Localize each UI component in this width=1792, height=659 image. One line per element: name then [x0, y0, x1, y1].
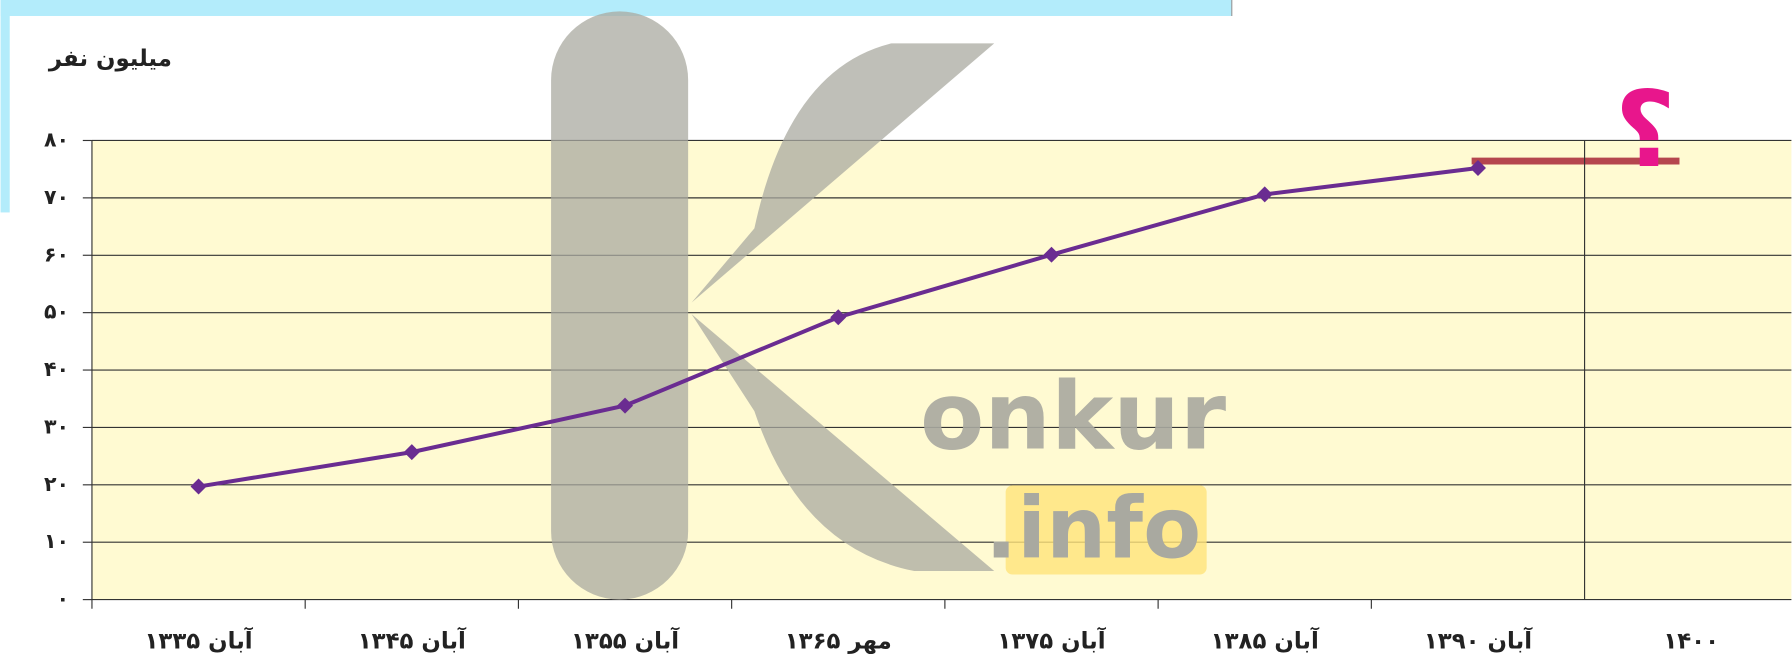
x-tick-label: آبان ۱۳۳۵: [144, 626, 253, 654]
x-tick-label: آبان ۱۳۴۵: [358, 626, 467, 654]
y-tick-label: ۶۰: [44, 242, 69, 266]
x-tick-label: مهر ۱۳۶۵: [785, 628, 892, 654]
annotation: ؟: [1615, 68, 1676, 191]
watermark-text: .info: [985, 479, 1201, 577]
data-point: [617, 397, 634, 414]
data-point: [1256, 186, 1273, 203]
data-point: [190, 478, 207, 495]
x-tick-label: آبان ۱۳۸۵: [1211, 626, 1320, 654]
watermark-text: onkur: [920, 362, 1226, 471]
x-tick-label: آبان ۱۳۵۵: [571, 626, 680, 654]
y-tick-label: ۱۰: [44, 529, 69, 553]
top-panel: [0, 0, 1232, 16]
x-tick-label: ۱۴۰۰: [1663, 628, 1719, 654]
y-tick-label: ۵۰: [44, 300, 69, 324]
x-tick-label: آبان ۱۳۹۰: [1424, 626, 1533, 654]
data-point: [403, 444, 420, 461]
y-tick-label: ۲۰: [44, 472, 69, 496]
y-tick-label: ۷۰: [44, 185, 69, 209]
data-point: [1469, 160, 1486, 177]
y-tick-label: ۳۰: [44, 414, 69, 438]
y-axis-label: میلیون نفر: [48, 46, 172, 72]
watermark-box: [1005, 485, 1207, 575]
y-tick-label: ۸۰: [44, 127, 69, 151]
y-tick-label: ۰: [57, 587, 70, 611]
y-tick-label: ۴۰: [44, 357, 69, 381]
watermark-shape: [551, 11, 689, 600]
x-tick-label: آبان ۱۳۷۵: [997, 626, 1106, 654]
side-panel: [0, 0, 10, 213]
